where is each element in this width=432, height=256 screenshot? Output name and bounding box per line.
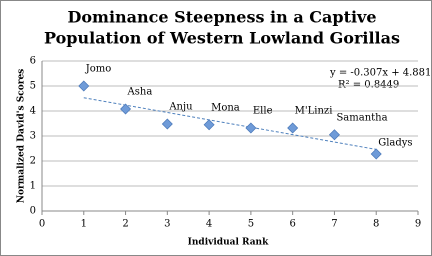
x-tick-label: 6 (289, 219, 295, 230)
x-tick-label: 0 (39, 219, 45, 230)
x-tick-label: 7 (331, 219, 337, 230)
x-tick-label: 5 (248, 219, 254, 230)
point (120, 103, 132, 115)
y-tick-label: 6 (30, 56, 36, 67)
point-label: Elle (253, 106, 273, 117)
point-label: Anju (168, 102, 193, 113)
point-label: Jomo (85, 64, 112, 75)
chart-title: Dominance Steepness in a Captive (67, 8, 376, 27)
point-label: Samantha (336, 112, 387, 123)
y-tick-label: 5 (30, 81, 36, 92)
point-label: Mona (211, 102, 240, 113)
x-axis-title: Individual Rank (188, 238, 269, 248)
x-tick-label: 1 (81, 219, 87, 230)
x-tick-label: 3 (164, 219, 170, 230)
x-tick-label: 4 (206, 219, 212, 230)
y-axis-title: Normalized David's Scores (17, 69, 27, 203)
y-tick-label: 1 (30, 181, 36, 192)
y-tick-label: 4 (30, 106, 36, 117)
point (245, 122, 257, 134)
trend-r2: R² = 0.8449 (338, 80, 399, 91)
x-tick-label: 9 (415, 219, 421, 230)
trend-line (83, 97, 377, 150)
y-tick-label: 2 (30, 156, 36, 167)
x-tick-label: 2 (122, 219, 128, 230)
trend-equation: y = -0.307x + 4.8817 (329, 68, 432, 79)
point-label: Gladys (378, 138, 412, 149)
point-label: M'Linzi (295, 106, 333, 117)
point (78, 80, 90, 92)
point (203, 119, 215, 131)
point-label: Asha (127, 87, 153, 98)
y-tick-label: 0 (30, 206, 36, 217)
point (287, 122, 299, 134)
x-tick-label: 8 (373, 219, 379, 230)
point (370, 148, 382, 160)
chart-title: Population of Western Lowland Gorillas (44, 29, 400, 48)
point (161, 118, 173, 130)
point (328, 129, 340, 141)
y-tick-label: 3 (30, 131, 36, 142)
